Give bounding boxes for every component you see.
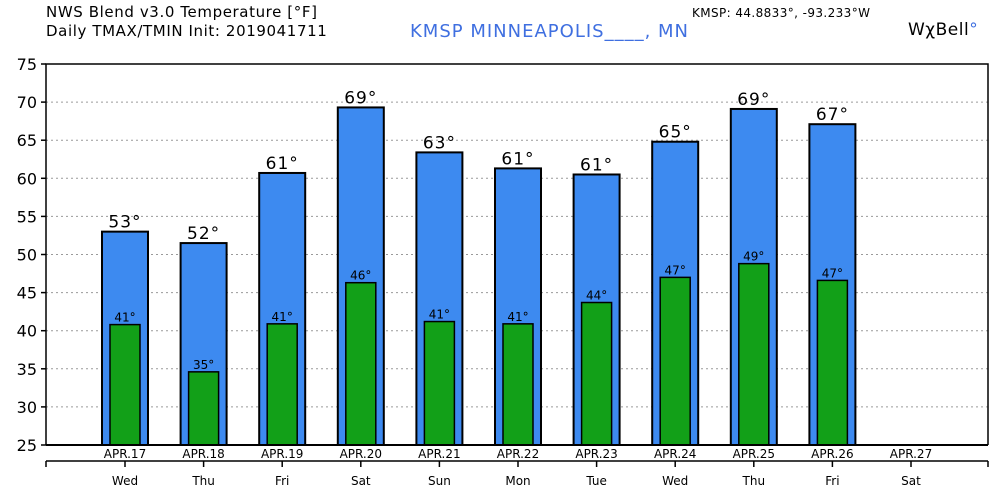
tmin-data-label: 35° bbox=[193, 358, 214, 372]
x-tick-label-weekday: Thu bbox=[191, 474, 215, 488]
tmin-bar bbox=[738, 262, 770, 446]
y-tick-label: 50 bbox=[17, 246, 37, 265]
tmin-bar bbox=[345, 281, 377, 446]
brand-mark: ° bbox=[969, 20, 979, 40]
plot-frame bbox=[45, 63, 989, 445]
x-tick-label-weekday: Fri bbox=[275, 474, 289, 488]
tmax-data-label: 69° bbox=[737, 90, 770, 110]
y-tick-label: 55 bbox=[17, 207, 37, 226]
x-tick-label-date: APR.27 bbox=[890, 447, 932, 461]
tmax-data-label: 53° bbox=[108, 213, 141, 233]
y-tick-label: 60 bbox=[17, 169, 37, 188]
x-tick-label-date: APR.19 bbox=[261, 447, 303, 461]
y-tick-label: 65 bbox=[17, 131, 37, 150]
tmin-data-label: 41° bbox=[272, 310, 293, 324]
x-tick-label-weekday: Tue bbox=[585, 474, 607, 488]
tmin-bar bbox=[187, 371, 220, 446]
y-tick-label: 75 bbox=[17, 55, 37, 74]
value-labels: 53° 41° 52° 35° 61° 41° 69° 46° 63° 41° 61° 41° 61° 4… bbox=[108, 88, 849, 372]
x-tick-label-weekday: Wed bbox=[112, 474, 138, 488]
tmin-data-label: 41° bbox=[114, 311, 135, 325]
y-tick-label: 70 bbox=[17, 93, 37, 112]
chart-title: NWS Blend v3.0 Temperature [°F] bbox=[46, 3, 318, 21]
tmin-bar bbox=[659, 276, 691, 446]
tmax-data-label: 61° bbox=[501, 149, 534, 169]
tmax-data-label: 67° bbox=[816, 105, 849, 125]
x-tick-label-date: APR.21 bbox=[418, 447, 460, 461]
tmin-data-label: 47° bbox=[665, 263, 686, 277]
x-tick-label-date: APR.26 bbox=[811, 447, 853, 461]
x-tick-label-date: APR.20 bbox=[340, 447, 382, 461]
tmin-data-label: 47° bbox=[822, 266, 843, 280]
tmin-bar bbox=[266, 323, 298, 446]
tmin-data-label: 44° bbox=[586, 289, 607, 303]
x-tick-label-weekday: Fri bbox=[825, 474, 839, 488]
x-tick-label-date: APR.25 bbox=[733, 447, 775, 461]
tmin-bar bbox=[580, 301, 613, 446]
tmax-data-label: 63° bbox=[423, 133, 456, 153]
tmin-data-label: 41° bbox=[429, 308, 450, 322]
x-tick-label-weekday: Thu bbox=[742, 474, 766, 488]
x-tick-label-date: APR.17 bbox=[104, 447, 146, 461]
brand-text: WχBell bbox=[908, 20, 970, 40]
tmax-data-label: 52° bbox=[187, 224, 220, 244]
y-tick-label: 25 bbox=[17, 436, 37, 455]
tmax-data-label: 61° bbox=[580, 155, 613, 175]
chart-subtitle: Daily TMAX/TMIN Init: 2019041711 bbox=[46, 22, 328, 40]
x-tick-label-date: APR.22 bbox=[497, 447, 539, 461]
station-coordinates: KMSP: 44.8833°, -93.233°W bbox=[692, 6, 871, 20]
bars bbox=[101, 106, 857, 447]
brand-logo: WχBell° bbox=[908, 22, 978, 39]
y-tick-label: 45 bbox=[17, 284, 37, 303]
tmin-data-label: 41° bbox=[507, 310, 528, 324]
tmax-data-label: 69° bbox=[344, 88, 377, 108]
y-tick-label: 30 bbox=[17, 398, 37, 417]
x-tick-label-weekday: Wed bbox=[662, 474, 688, 488]
y-tick-label: 40 bbox=[17, 322, 37, 341]
tmin-bar bbox=[816, 279, 849, 446]
tmax-data-label: 61° bbox=[266, 154, 299, 174]
x-tick-label-weekday: Sat bbox=[901, 474, 921, 488]
x-tick-label-date: APR.23 bbox=[575, 447, 617, 461]
axes: 25 30 35 40 45 50 55 60 65 70 75 APR.17 Wed APR.18 Thu… bbox=[17, 55, 989, 488]
tmin-data-label: 49° bbox=[743, 250, 764, 264]
x-tick-label-date: APR.24 bbox=[654, 447, 696, 461]
tmin-bar bbox=[109, 323, 141, 446]
tmin-bar bbox=[423, 320, 456, 446]
y-tick-label: 35 bbox=[17, 360, 37, 379]
tmax-data-label: 65° bbox=[659, 123, 692, 143]
x-tick-label-date: APR.18 bbox=[182, 447, 224, 461]
tmin-data-label: 46° bbox=[350, 269, 371, 283]
x-tick-label-weekday: Sun bbox=[428, 474, 451, 488]
x-tick-label-weekday: Sat bbox=[351, 474, 371, 488]
x-tick-label-weekday: Mon bbox=[505, 474, 530, 488]
tmin-bar bbox=[502, 323, 534, 446]
station-name: KMSP MINNEAPOLIS____, MN bbox=[410, 21, 690, 42]
